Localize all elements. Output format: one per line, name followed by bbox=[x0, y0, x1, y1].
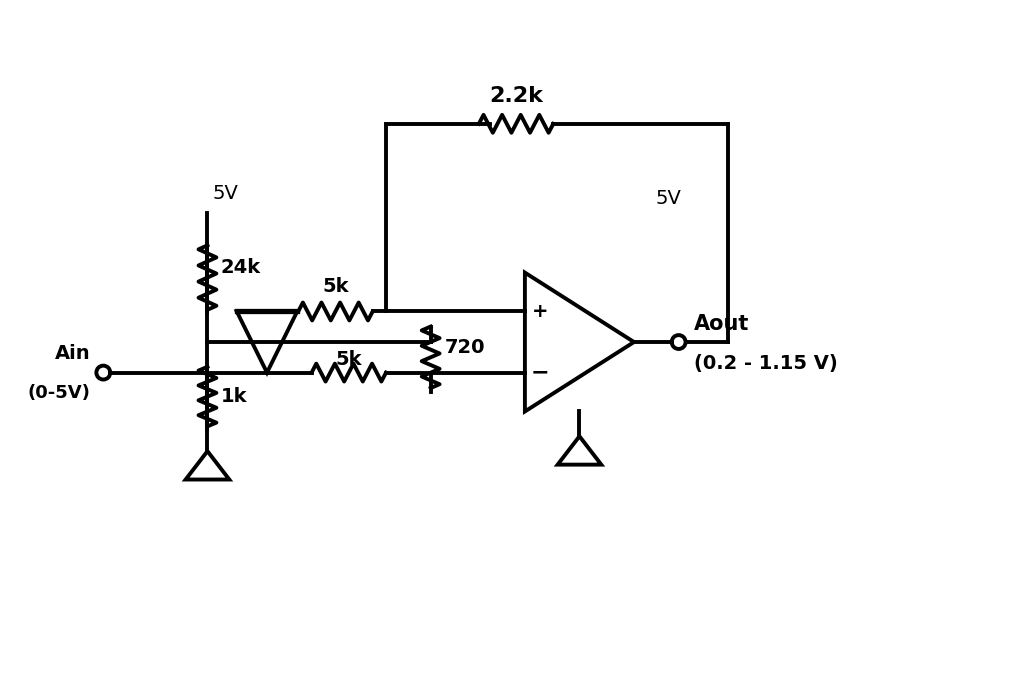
Text: −: − bbox=[530, 363, 549, 383]
Text: Ain: Ain bbox=[55, 344, 90, 363]
Text: (0.2 - 1.15 V): (0.2 - 1.15 V) bbox=[693, 354, 838, 373]
Text: 5V: 5V bbox=[655, 189, 682, 208]
Text: +: + bbox=[531, 302, 548, 321]
Text: 24k: 24k bbox=[220, 258, 260, 277]
Text: 5V: 5V bbox=[212, 184, 239, 203]
Text: 720: 720 bbox=[444, 338, 485, 357]
Text: 5k: 5k bbox=[323, 277, 349, 295]
Text: 1k: 1k bbox=[220, 387, 247, 406]
Text: Aout: Aout bbox=[693, 314, 749, 334]
Text: 5k: 5k bbox=[336, 349, 362, 369]
Text: (0-5V): (0-5V) bbox=[28, 385, 90, 403]
Text: 2.2k: 2.2k bbox=[489, 86, 543, 106]
